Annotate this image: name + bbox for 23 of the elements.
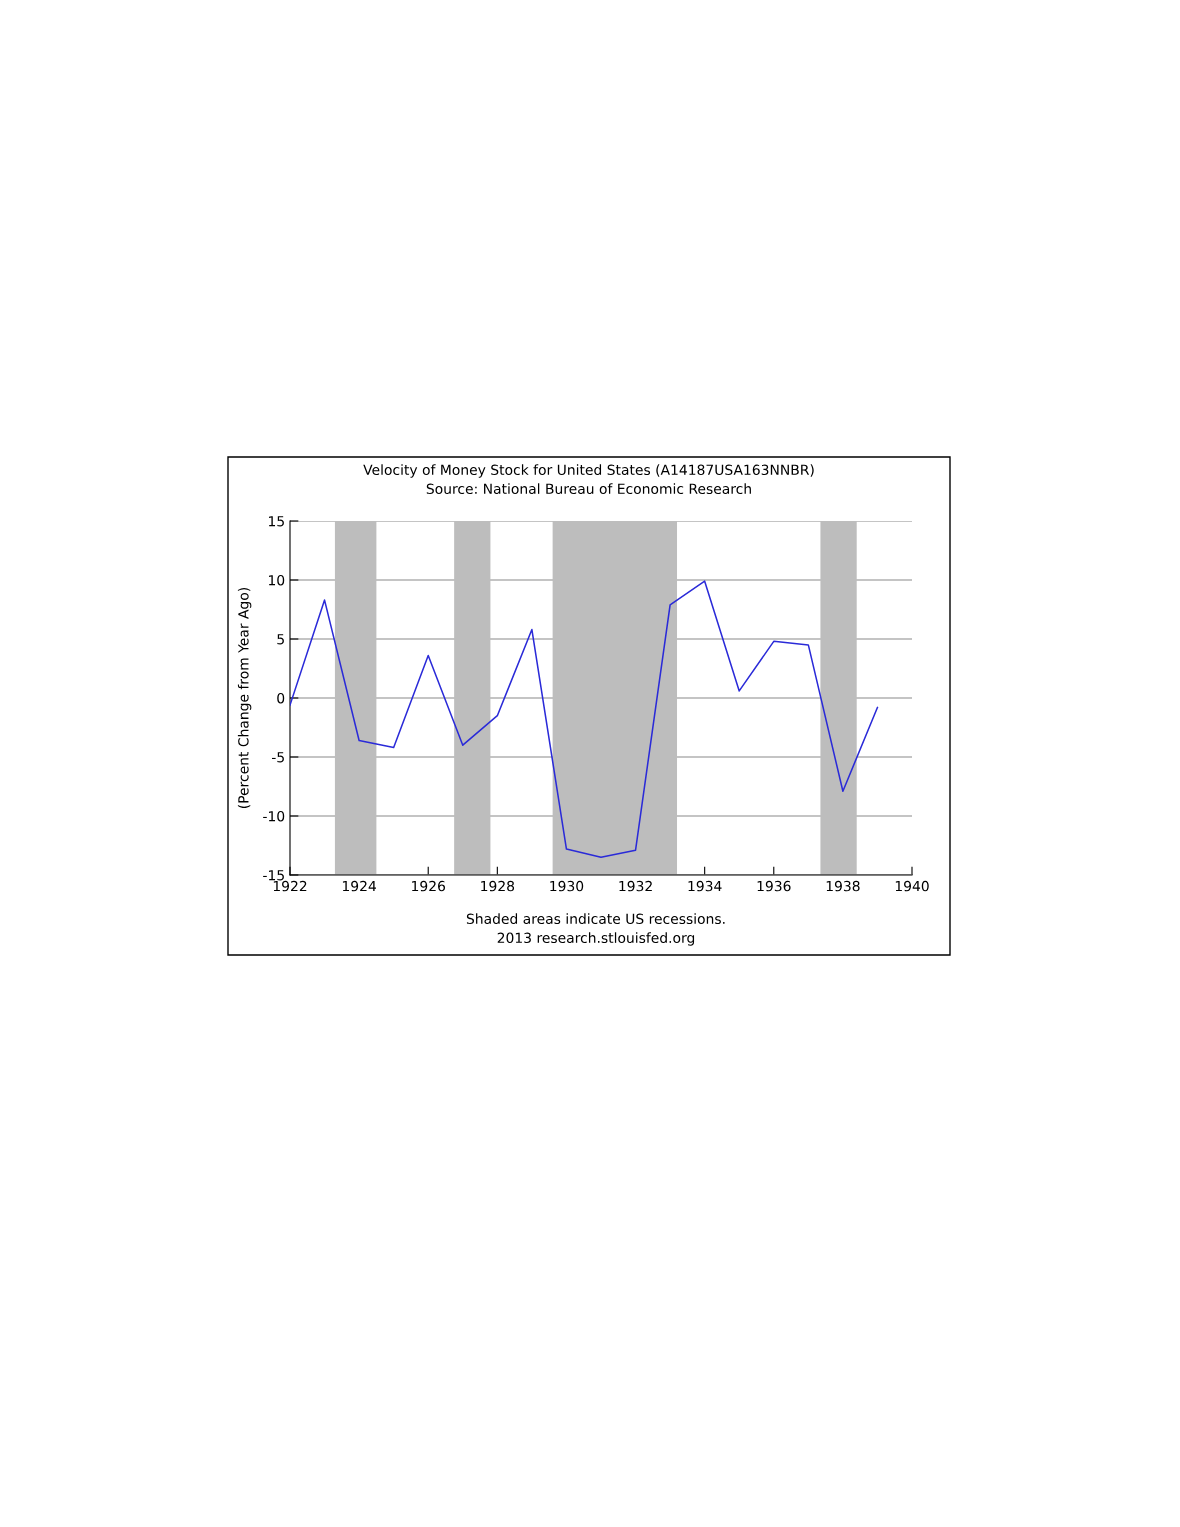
x-tick-label: 1922 — [273, 880, 307, 892]
x-tick-label: 1930 — [550, 880, 584, 892]
x-tick-label: 1924 — [342, 880, 376, 892]
x-tick-label: 1936 — [757, 880, 791, 892]
chart-title: Velocity of Money Stock for United States (A14187USA163NNBR) — [363, 464, 814, 478]
y-tick-label: 15 — [268, 516, 284, 527]
y-tick-label: -15 — [263, 870, 284, 881]
x-tick-label: 1938 — [826, 880, 860, 892]
x-tick-label: 1932 — [619, 880, 652, 892]
text: 2013 research.stlouisfed.org — [497, 932, 695, 946]
y-tick-label: -10 — [263, 810, 285, 822]
x-tick-label: 1934 — [688, 880, 722, 892]
y-tick-label: 5 — [277, 634, 284, 645]
x-tick-label: 1940 — [895, 880, 929, 892]
text: Shaded areas indicate US recessions. — [466, 913, 725, 925]
chart-subtitle: Source: National Bureau of Economic Research — [426, 483, 751, 495]
line-series — [290, 580, 879, 859]
x-tick-label: 1926 — [412, 880, 446, 892]
y-tick-label: 0 — [277, 692, 285, 704]
y-axis-title: (Percent Change from Year Ago) — [237, 587, 252, 809]
x-tick-label: 1928 — [481, 880, 515, 892]
y-tick-label: 10 — [268, 574, 285, 586]
y-tick-label: -5 — [271, 752, 284, 763]
